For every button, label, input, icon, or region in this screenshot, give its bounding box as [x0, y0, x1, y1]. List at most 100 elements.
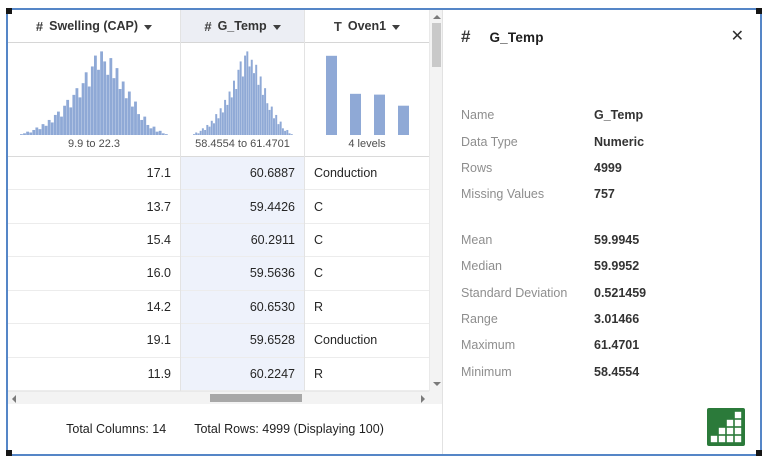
table-cell[interactable]: 59.5636: [181, 257, 304, 291]
table-cell[interactable]: 13.7: [8, 190, 180, 224]
field-label: Mean: [461, 232, 493, 247]
text-type-icon: T: [333, 18, 342, 34]
numeric-type-icon: #: [35, 18, 44, 34]
table-cell[interactable]: 15.4: [8, 224, 180, 258]
column-label: G_Temp: [217, 19, 267, 33]
table-cell[interactable]: 60.2911: [181, 223, 304, 258]
field-value: 0.521459: [594, 285, 647, 300]
column-swelling-cap: # Swelling (CAP) 9.9 to 22.3 17.1 13.7 15.4 16…: [8, 10, 180, 391]
scroll-down-arrow-icon[interactable]: [433, 382, 441, 386]
table-cell[interactable]: 17.1: [8, 157, 180, 191]
histogram-sparkline: [20, 51, 168, 135]
scrollbar-corner: [429, 391, 442, 404]
panel-fields: Name G_Temp Data Type Numeric Rows 4999 Missin…: [461, 102, 744, 385]
column-label: Oven1: [347, 19, 387, 33]
pane-divider: [442, 10, 443, 454]
total-rows-text: Total Rows: 4999 (Displaying 100): [194, 422, 384, 436]
column-summary-caption: 4 levels: [348, 138, 386, 150]
dropdown-arrow-icon[interactable]: [144, 24, 153, 30]
table-cell[interactable]: 19.1: [8, 324, 180, 358]
horizontal-scrollbar-thumb[interactable]: [210, 394, 302, 402]
table-cell[interactable]: C: [305, 224, 429, 258]
category-bar-chart: [325, 55, 409, 135]
close-icon[interactable]: ✕: [730, 28, 744, 45]
column-summary-g-temp[interactable]: 58.4554 to 61.4701: [181, 43, 304, 157]
column-header-swelling-cap[interactable]: # Swelling (CAP): [8, 10, 180, 43]
data-table-window: # Swelling (CAP) 9.9 to 22.3 17.1 13.7 15.4 16…: [6, 8, 762, 456]
table-cell[interactable]: Conduction: [305, 157, 429, 191]
resize-handle-bottom-left[interactable]: [6, 450, 12, 456]
total-columns-text: Total Columns: 14: [66, 422, 167, 436]
field-row-missing-values: Missing Values 757: [461, 181, 744, 207]
table-cell[interactable]: 60.2247: [181, 357, 304, 391]
table-cell[interactable]: C: [305, 257, 429, 291]
dropdown-arrow-icon[interactable]: [392, 24, 401, 30]
field-row-minimum: Minimum 58.4554: [461, 359, 744, 385]
field-value: Numeric: [594, 134, 645, 149]
field-label: Data Type: [461, 134, 518, 149]
field-value: 58.4554: [594, 364, 640, 379]
table-cell[interactable]: 14.2: [8, 291, 180, 325]
column-summary-swelling-cap[interactable]: 9.9 to 22.3: [8, 43, 180, 157]
field-row-name: Name G_Temp: [461, 102, 744, 128]
table-cell[interactable]: R: [305, 358, 429, 391]
table-cell[interactable]: C: [305, 190, 429, 224]
table-grid: # Swelling (CAP) 9.9 to 22.3 17.1 13.7 15.4 16…: [8, 10, 429, 391]
table-status-bar: Total Columns: 14 Total Rows: 4999 (Disp…: [8, 404, 442, 454]
dropdown-arrow-icon[interactable]: [272, 24, 281, 30]
column-header-oven1[interactable]: T Oven1: [305, 10, 429, 43]
column-header-g-temp[interactable]: # G_Temp: [181, 10, 304, 43]
column-summary-oven1[interactable]: 4 levels: [305, 43, 429, 157]
field-value: 4999: [594, 160, 622, 175]
field-row-median: Median 59.9952: [461, 253, 744, 279]
scroll-right-arrow-icon[interactable]: [421, 395, 425, 403]
field-row-rows: Rows 4999: [461, 155, 744, 181]
field-value: 59.9945: [594, 232, 640, 247]
table-cell[interactable]: 60.6530: [181, 290, 304, 325]
table-cell[interactable]: 59.4426: [181, 190, 304, 224]
table-cell[interactable]: Conduction: [305, 324, 429, 358]
field-row-standard-deviation: Standard Deviation 0.521459: [461, 279, 744, 305]
table-cell[interactable]: R: [305, 291, 429, 325]
field-value: 3.01466: [594, 311, 640, 326]
column-summary-caption: 58.4554 to 61.4701: [195, 138, 290, 150]
scroll-left-arrow-icon[interactable]: [12, 395, 16, 403]
table-cell[interactable]: 60.6887: [181, 157, 304, 191]
field-label: Rows: [461, 160, 493, 175]
field-label: Maximum: [461, 338, 516, 353]
field-value: 61.4701: [594, 338, 640, 353]
field-label: Range: [461, 311, 498, 326]
field-label: Missing Values: [461, 187, 545, 202]
histogram-chart-button[interactable]: [707, 408, 745, 446]
field-label: Standard Deviation: [461, 285, 568, 300]
field-row-range: Range 3.01466: [461, 306, 744, 332]
field-value: 59.9952: [594, 259, 640, 274]
scroll-up-arrow-icon[interactable]: [433, 15, 441, 19]
column-label: Swelling (CAP): [49, 19, 139, 33]
column-oven1: T Oven1 4 levels Conduction C C C R Conduction R: [304, 10, 429, 391]
vertical-scrollbar-thumb[interactable]: [432, 23, 441, 67]
field-label: Minimum: [461, 364, 512, 379]
horizontal-scrollbar[interactable]: [8, 391, 429, 404]
table-cell[interactable]: 59.6528: [181, 324, 304, 358]
resize-handle-top-left[interactable]: [6, 8, 12, 14]
resize-handle-bottom-right[interactable]: [756, 450, 762, 456]
field-label: Name: [461, 108, 495, 123]
panel-header: # G_Temp ✕: [461, 24, 748, 50]
resize-handle-top-right[interactable]: [756, 8, 762, 14]
field-row-data-type: Data Type Numeric: [461, 128, 744, 154]
table-cell[interactable]: 11.9: [8, 358, 180, 391]
vertical-scrollbar[interactable]: [429, 10, 442, 391]
column-g-temp: # G_Temp 58.4554 to 61.4701 60.6887 59.4426 6…: [180, 10, 304, 391]
field-row-maximum: Maximum 61.4701: [461, 332, 744, 358]
table-cell[interactable]: 16.0: [8, 257, 180, 291]
field-label: Median: [461, 259, 502, 274]
column-details-panel: # G_Temp ✕ Name G_Temp Data Type Numeric Row…: [443, 10, 760, 454]
field-value: 757: [594, 187, 615, 202]
field-row-mean: Mean 59.9945: [461, 227, 744, 253]
histogram-sparkline: [192, 51, 293, 135]
panel-title: G_Temp: [489, 29, 544, 45]
column-summary-caption: 9.9 to 22.3: [68, 138, 120, 150]
numeric-type-icon: #: [204, 18, 212, 34]
